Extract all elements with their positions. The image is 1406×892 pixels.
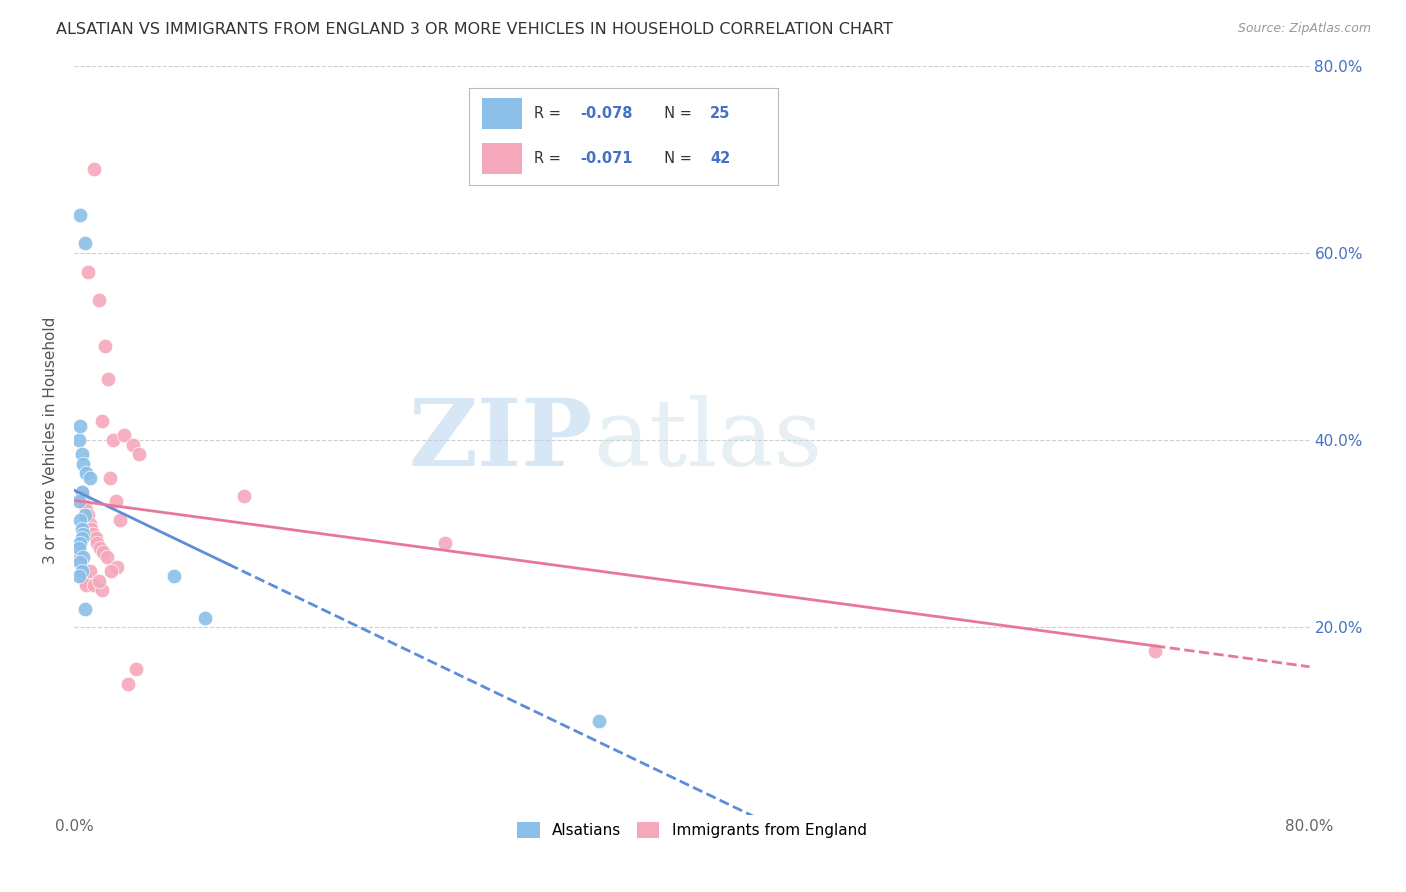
Point xyxy=(84,532,107,546)
Point xyxy=(67,541,90,555)
Point xyxy=(117,676,139,690)
Point xyxy=(83,578,105,592)
Point xyxy=(105,559,128,574)
Text: ALSATIAN VS IMMIGRANTS FROM ENGLAND 3 OR MORE VEHICLES IN HOUSEHOLD CORRELATION : ALSATIAN VS IMMIGRANTS FROM ENGLAND 3 OR… xyxy=(56,22,893,37)
Text: atlas: atlas xyxy=(593,395,823,485)
Point xyxy=(233,489,256,503)
Point xyxy=(70,484,93,499)
Point xyxy=(70,522,93,536)
Point xyxy=(87,293,110,307)
Point xyxy=(73,601,96,615)
Point xyxy=(86,536,108,550)
Point xyxy=(70,564,93,578)
Point xyxy=(104,494,127,508)
Point xyxy=(79,564,101,578)
Point xyxy=(72,489,94,503)
Point xyxy=(67,569,90,583)
Point xyxy=(79,517,101,532)
Point xyxy=(73,508,96,522)
Point xyxy=(121,438,143,452)
Point xyxy=(90,414,112,428)
Point xyxy=(96,550,118,565)
Point xyxy=(67,494,90,508)
Point xyxy=(70,447,93,461)
Point xyxy=(83,161,105,176)
Point xyxy=(69,513,91,527)
Text: Source: ZipAtlas.com: Source: ZipAtlas.com xyxy=(1237,22,1371,36)
Point xyxy=(128,447,150,461)
Point xyxy=(80,522,103,536)
Point xyxy=(72,457,94,471)
Text: ZIP: ZIP xyxy=(409,395,593,485)
Point xyxy=(69,536,91,550)
Point xyxy=(70,484,93,499)
Point xyxy=(67,433,90,447)
Point xyxy=(70,532,93,546)
Point xyxy=(588,714,610,728)
Point xyxy=(72,550,94,565)
Point xyxy=(94,339,117,353)
Y-axis label: 3 or more Vehicles in Household: 3 or more Vehicles in Household xyxy=(44,317,58,564)
Point xyxy=(79,470,101,484)
Point xyxy=(1144,644,1167,658)
Point xyxy=(77,264,100,278)
Point xyxy=(69,208,91,222)
Legend: Alsatians, Immigrants from England: Alsatians, Immigrants from England xyxy=(510,816,873,845)
Point xyxy=(72,569,94,583)
Point xyxy=(87,574,110,588)
Point xyxy=(75,578,97,592)
Point xyxy=(110,513,132,527)
Point xyxy=(101,433,124,447)
Point xyxy=(75,466,97,480)
Point xyxy=(90,582,112,597)
Point xyxy=(89,541,111,555)
Point xyxy=(72,526,94,541)
Point xyxy=(194,611,217,625)
Point xyxy=(70,559,93,574)
Point xyxy=(69,550,91,565)
Point xyxy=(163,569,186,583)
Point xyxy=(69,555,91,569)
Point xyxy=(73,499,96,513)
Point xyxy=(73,574,96,588)
Point xyxy=(97,372,120,386)
Point xyxy=(125,663,148,677)
Point xyxy=(100,564,122,578)
Point xyxy=(73,236,96,251)
Point xyxy=(82,526,104,541)
Point xyxy=(93,545,115,559)
Point xyxy=(112,428,135,442)
Point xyxy=(433,536,456,550)
Point xyxy=(69,419,91,434)
Point xyxy=(98,470,121,484)
Point xyxy=(77,508,100,522)
Point xyxy=(75,503,97,517)
